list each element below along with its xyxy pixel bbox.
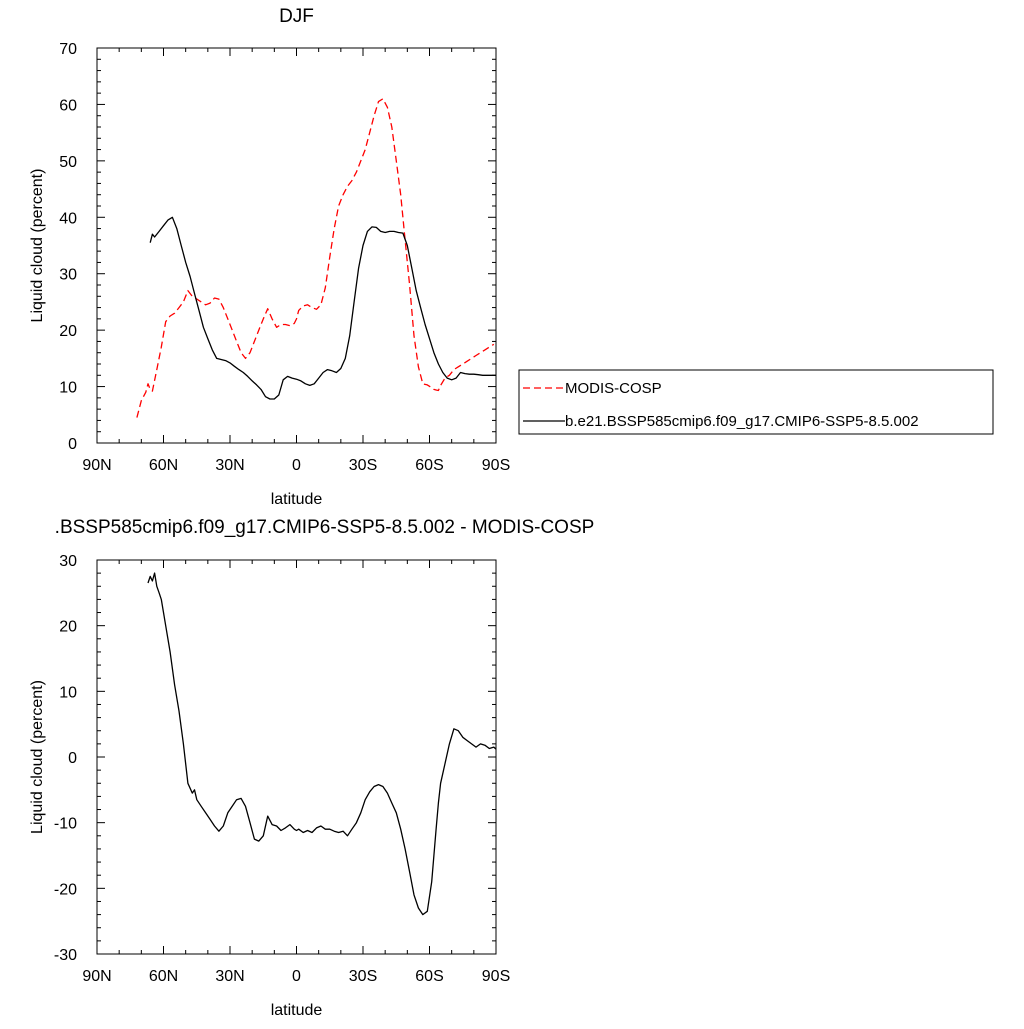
y-tick-label: 30 <box>59 553 77 570</box>
x-tick-label: 60S <box>415 457 443 474</box>
x-tick-label: 60N <box>149 457 178 474</box>
y-tick-label: 10 <box>59 684 77 701</box>
series-line-1 <box>149 216 496 400</box>
y-tick-label: 0 <box>68 436 77 453</box>
x-tick-label: 0 <box>292 968 301 985</box>
y-tick-label: 40 <box>59 210 77 227</box>
y-axis-label: Liquid cloud (percent) <box>29 169 46 323</box>
x-tick-label: 90N <box>82 968 111 985</box>
series-line-0 <box>136 98 495 418</box>
y-tick-label: 20 <box>59 323 77 340</box>
legend-entry-1: b.e21.BSSP585cmip6.f09_g17.CMIP6-SSP5-8.… <box>565 413 919 430</box>
x-tick-label: 60N <box>149 968 178 985</box>
y-tick-label: -30 <box>54 947 77 964</box>
x-tick-label: 90N <box>82 457 111 474</box>
legend-box <box>518 369 994 435</box>
y-tick-label: 70 <box>59 41 77 58</box>
y-tick-label: -20 <box>54 881 77 898</box>
x-tick-label: 30N <box>215 968 244 985</box>
legend-entry-0: MODIS-COSP <box>565 380 662 397</box>
x-tick-label: 90S <box>482 968 510 985</box>
y-tick-label: -10 <box>54 816 77 833</box>
legend: MODIS-COSP b.e21.BSSP585cmip6.f09_g17.CMI… <box>518 369 994 435</box>
y-tick-label: 20 <box>59 619 77 636</box>
plot-frame <box>96 47 497 444</box>
x-tick-label: 0 <box>292 457 301 474</box>
x-axis-label: latitude <box>271 491 323 508</box>
y-tick-label: 50 <box>59 154 77 171</box>
x-tick-label: 30S <box>349 968 377 985</box>
x-tick-label: 60S <box>415 968 443 985</box>
y-tick-label: 10 <box>59 380 77 397</box>
y-axis-label: Liquid cloud (percent) <box>29 680 46 834</box>
chart-title: DJF <box>279 6 314 27</box>
plot-frame <box>96 559 497 955</box>
chart-title: .BSSP585cmip6.f09_g17.CMIP6-SSP5-8.5.002… <box>55 517 595 538</box>
series-line-0 <box>147 572 497 916</box>
y-tick-label: 60 <box>59 97 77 114</box>
x-tick-label: 30N <box>215 457 244 474</box>
y-tick-label: 0 <box>68 750 77 767</box>
top-panel: DJF 90N 60N 30N 0 30S 60S 90S 0 10 20 30 40 50 60 70 lat… <box>29 6 510 508</box>
x-tick-label: 30S <box>349 457 377 474</box>
x-tick-label: 90S <box>482 457 510 474</box>
bottom-panel: .BSSP585cmip6.f09_g17.CMIP6-SSP5-8.5.002… <box>29 517 594 1019</box>
x-axis-label: latitude <box>271 1002 323 1019</box>
y-tick-label: 30 <box>59 267 77 284</box>
